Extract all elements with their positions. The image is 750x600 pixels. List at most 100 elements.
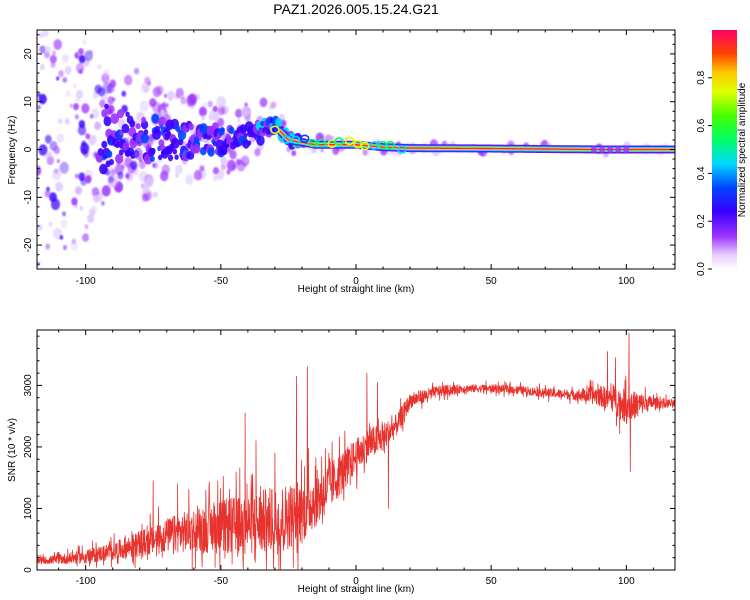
spectrogram-noise-blob [151,101,162,114]
spectrogram-noise-blob [141,184,150,194]
spectrogram-noise-blob [39,45,46,54]
spectrogram-noise-blob [220,163,226,171]
spectrogram-noise-blob [121,90,127,97]
spectrogram-noise-blob [121,164,125,169]
spectrogram-noise-blob [92,91,99,99]
snr-x-tick-label: -50 [214,576,229,587]
spectrogram-noise-blob [59,161,69,174]
spectrogram-noise-blob [75,89,84,99]
spectrogram-noise-blob [216,96,226,108]
spectrogram-noise-blob [83,151,89,158]
spectrogram-noise-blob [45,243,51,250]
spectrogram-noise-blob [37,224,43,231]
spectrogram-knot [281,135,292,144]
spectrogram-noise-blob [39,32,44,38]
spectrogram-signal-blob [109,159,114,166]
spectrogram-content [37,30,675,267]
spectrogram-noise-blob [85,133,91,140]
spectrogram-noise-blob [91,108,100,119]
spectrogram-signal-blob [150,147,156,155]
spectrogram-knot [623,146,630,153]
spectrogram-noise-blob [141,192,150,202]
spectrogram-x-tick-label: 100 [618,276,635,287]
spectrogram-x-tick-label: -100 [76,276,96,287]
spectrogram-noise-blob [81,103,90,114]
spectrogram-noise-blob [90,205,98,214]
spectrogram-noise-blob [93,194,100,203]
spectrogram-signal-blob [149,155,155,162]
snr-x-tick-label: 0 [353,576,359,587]
spectrogram-noise-blob [56,133,65,143]
spectrogram-noise-blob [201,115,206,121]
spectrogram-noise-blob [74,114,80,120]
spectrogram-noise-blob [79,205,84,211]
spectrogram-noise-blob [101,201,105,206]
spectrogram-noise-blob [52,50,56,56]
spectrogram-noise-blob [270,101,277,109]
spectrogram-signal-blob [158,154,163,161]
snr-x-label: Height of straight line (km) [298,584,415,595]
spectrogram-signal-blob [151,113,160,124]
spectrogram-noise-blob [94,84,102,94]
spectrogram-noise-blob [53,146,60,155]
spectrogram-noise-blob [134,67,140,75]
snr-line [37,332,675,570]
snr-y-label: SNR (10 * v/v) [7,418,18,482]
spectrogram-signal-blob [260,120,265,127]
spectrogram-noise-blob [46,186,50,192]
colorbar-tick-label: 0.2 [696,214,707,228]
spectrogram-noise-blob [82,39,87,45]
spectrogram-noise-blob [62,54,69,63]
spectrogram-y-tick-label: 20 [23,48,34,60]
colorbar: 0.0 0.2 0.4 0.6 0.8 Normalized spectral ampl… [696,30,748,276]
spectrogram-x-tick-label: 0 [353,276,359,287]
spectrogram-signal-blob [247,140,252,146]
spectrogram-signal-blob [172,148,178,155]
spectrogram-noise-blob [46,151,53,158]
spectrogram-signal-blob [243,132,248,138]
spectrogram-signal-blob [140,133,150,144]
spectrogram-noise-blob [130,160,138,170]
spectrogram-noise-blob [55,181,64,192]
spectrogram-noise-blob [44,45,51,54]
spectrogram-knot [607,146,614,153]
spectrogram-noise-blob [259,97,268,108]
spectrogram-signal-blob [275,117,283,127]
spectrogram-noise-blob [69,103,73,108]
colorbar-ticks: 0.0 0.2 0.4 0.6 0.8 [696,70,712,276]
spectrogram-noise-blob [161,110,168,118]
spectrogram-noise-blob [125,173,130,179]
spectrogram-noise-blob [320,148,324,153]
spectrogram-signal-blob [158,116,166,126]
spectrogram-signal-blob [115,153,124,164]
spectrogram-knot [299,134,310,144]
spectrogram-noise-blob [186,94,196,107]
colorbar-tick-label: 0.4 [696,166,707,180]
spectrogram-noise-blob [167,90,175,101]
spectrogram-noise-blob [59,235,64,240]
spectrogram-knot [397,145,407,154]
spectrogram-noise-blob [144,176,154,188]
spectrogram-noise-blob [53,39,62,50]
spectrogram-noise-blob [138,160,146,169]
spectrogram-signal-blob [225,134,231,141]
spectrogram-signal-blob [110,113,119,124]
spectrogram-noise-blob [73,103,79,111]
spectrogram-noise-blob [291,150,297,157]
spectrogram-signal-blob [118,149,124,156]
spectrogram-noise-blob [56,159,60,163]
spectrogram-noise-blob [49,54,57,64]
spectrogram-knot [599,146,605,153]
spectrogram-knot [385,140,396,150]
spectrogram-noise-blob [207,100,213,108]
snr-y-tick-label: 3000 [23,374,34,397]
spectrogram-signal-blob [207,147,215,157]
spectrogram-knot [270,125,280,135]
spectrogram-noise-blob [84,224,89,230]
spectrogram-noise-blob [226,159,236,172]
spectrogram-noise-blob [212,105,218,112]
